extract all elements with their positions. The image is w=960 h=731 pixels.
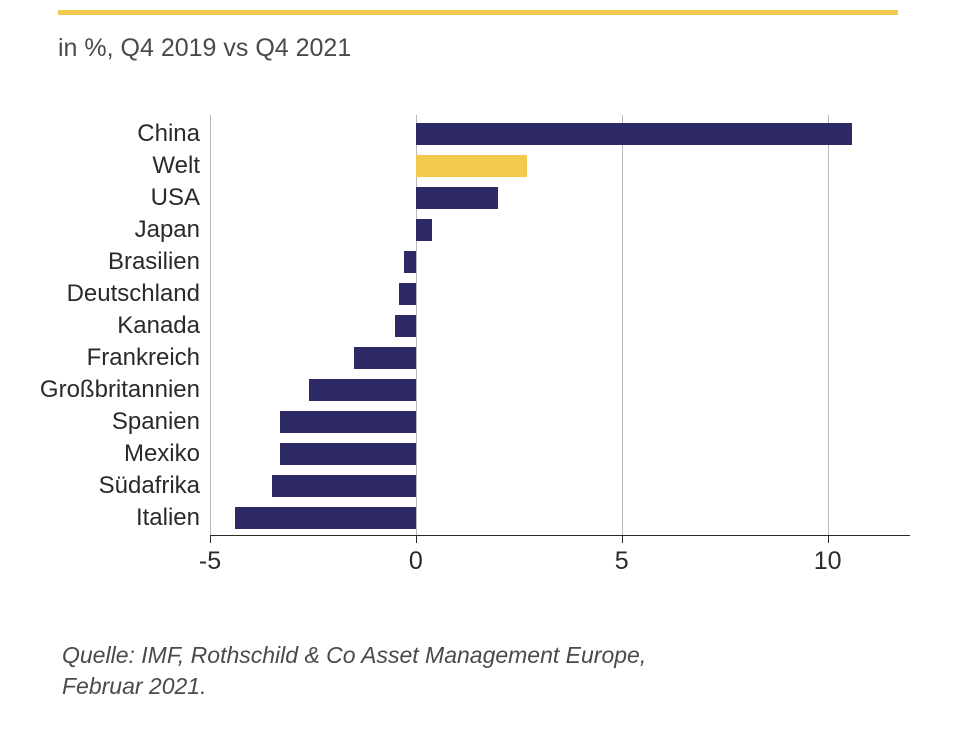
y-label: Südafrika bbox=[99, 472, 200, 500]
y-label: Brasilien bbox=[108, 248, 200, 276]
x-tick-label: 10 bbox=[788, 547, 868, 576]
bar bbox=[416, 123, 852, 145]
chart-area: -5 0 5 10 China Welt USA Japan Brasilien Deutschl… bbox=[20, 115, 910, 575]
bar bbox=[416, 187, 498, 209]
x-tick bbox=[416, 535, 417, 543]
x-tick-label: -5 bbox=[170, 547, 250, 576]
bar bbox=[309, 379, 416, 401]
bar bbox=[416, 155, 527, 177]
gridline bbox=[210, 115, 211, 535]
y-label: Italien bbox=[136, 504, 200, 532]
y-label: Großbritannien bbox=[40, 376, 200, 404]
plot: -50510ChinaWeltUSAJapanBrasilienDeutschl… bbox=[210, 115, 910, 535]
y-label: Spanien bbox=[112, 408, 200, 436]
y-label: Deutschland bbox=[67, 280, 200, 308]
x-tick bbox=[828, 535, 829, 543]
bar bbox=[280, 411, 416, 433]
y-label: Frankreich bbox=[87, 344, 200, 372]
y-label: China bbox=[137, 120, 200, 148]
chart-subtitle: in %, Q4 2019 vs Q4 2021 bbox=[58, 34, 351, 63]
gridline bbox=[828, 115, 829, 535]
y-label: USA bbox=[151, 184, 200, 212]
y-label: Welt bbox=[152, 152, 200, 180]
bar bbox=[399, 283, 415, 305]
y-label: Japan bbox=[135, 216, 200, 244]
bar bbox=[416, 219, 432, 241]
x-tick-label: 5 bbox=[582, 547, 662, 576]
y-label: Mexiko bbox=[124, 440, 200, 468]
x-tick-label: 0 bbox=[376, 547, 456, 576]
bar bbox=[354, 347, 416, 369]
bar bbox=[235, 507, 416, 529]
gridline bbox=[416, 115, 417, 535]
x-tick bbox=[622, 535, 623, 543]
bar bbox=[395, 315, 416, 337]
header-rule bbox=[58, 10, 898, 15]
x-tick bbox=[210, 535, 211, 543]
bar bbox=[404, 251, 416, 273]
gridline bbox=[622, 115, 623, 535]
x-axis-line bbox=[210, 535, 910, 536]
bar bbox=[280, 443, 416, 465]
y-label: Kanada bbox=[117, 312, 200, 340]
bar bbox=[272, 475, 416, 497]
source-note: Quelle: IMF, Rothschild & Co Asset Manag… bbox=[62, 640, 702, 702]
